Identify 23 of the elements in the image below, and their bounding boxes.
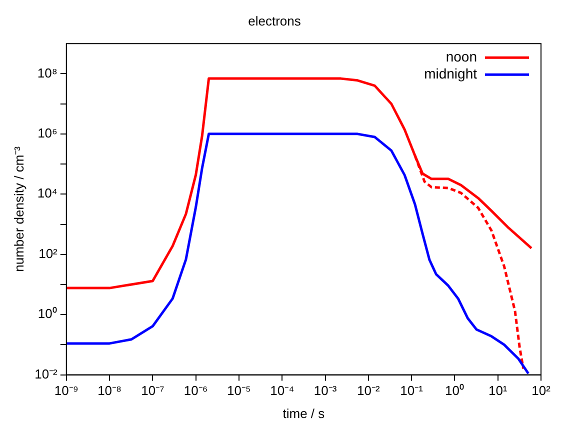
- y-tick-label: 10⁻²: [34, 366, 58, 382]
- y-tick-label: 10⁶: [38, 126, 58, 141]
- x-tick-label: 10⁰: [444, 383, 464, 398]
- x-tick-label: 10²: [532, 383, 552, 398]
- y-axis-title: number density / cm⁻³: [11, 146, 26, 272]
- legend-label: noon: [446, 48, 477, 64]
- x-axis-title: time / s: [282, 406, 326, 421]
- x-tick-label: 10¹: [488, 383, 508, 398]
- y-tick-label: 10⁰: [38, 306, 58, 322]
- chart-title: electrons: [248, 13, 302, 28]
- x-tick-label: 10⁻⁹: [54, 383, 78, 398]
- y-tick-label: 10⁴: [37, 186, 58, 201]
- y-tick-label: 10⁸: [37, 65, 58, 80]
- y-tick-label: 10²: [38, 246, 58, 261]
- x-tick-label: 10⁻³: [314, 383, 338, 398]
- x-tick-label: 10⁻¹: [400, 383, 424, 398]
- x-tick-label: 10⁻⁶: [184, 383, 208, 398]
- legend-label: midnight: [424, 65, 478, 82]
- x-tick-label: 10⁻⁸: [98, 383, 122, 398]
- x-tick-label: 10⁻⁷: [141, 383, 165, 398]
- x-tick-label: 10⁻⁵: [227, 383, 251, 398]
- x-tick-label: 10⁻⁴: [270, 383, 294, 398]
- x-tick-label: 10⁻²: [357, 383, 380, 398]
